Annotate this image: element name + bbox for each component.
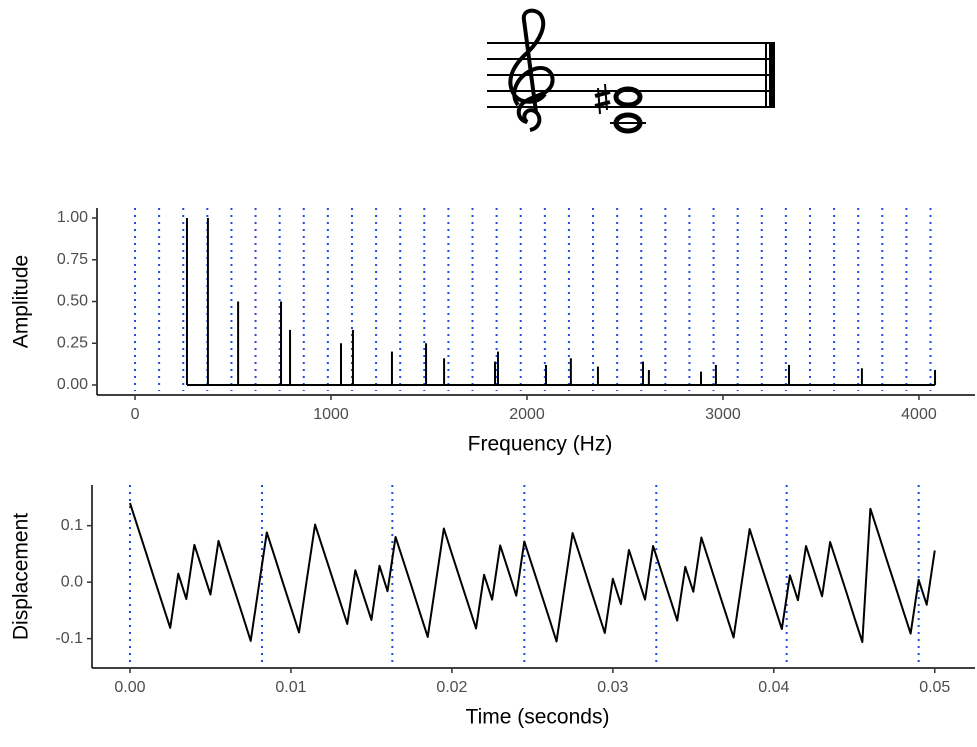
- y-tick-label: 0.1: [61, 517, 83, 534]
- x-tick-label: 2000: [509, 406, 545, 423]
- x-tick-label: 3000: [705, 406, 741, 423]
- x-axis-title: Time (seconds): [466, 706, 610, 729]
- x-tick-label: 0.05: [919, 679, 950, 696]
- sharp-sign: [597, 87, 601, 115]
- note-head: [613, 86, 643, 108]
- sharp-sign: [594, 90, 611, 98]
- x-axis-title: Frequency (Hz): [468, 433, 613, 456]
- x-tick-label: 0.03: [597, 679, 628, 696]
- y-tick-label: 1.00: [57, 209, 88, 226]
- music-staff: [487, 8, 775, 134]
- sharp-sign: [604, 83, 608, 111]
- y-tick-label: 0.50: [57, 293, 88, 310]
- x-tick-label: 1000: [313, 406, 349, 423]
- x-tick-label: 0.04: [758, 679, 789, 696]
- y-axis-title: Displacement: [10, 513, 33, 640]
- y-tick-label: 0.00: [57, 376, 88, 393]
- x-tick-label: 0.01: [275, 679, 306, 696]
- waveform: [129, 502, 936, 644]
- y-axis-title: Amplitude: [10, 255, 33, 348]
- x-tick-label: 0.02: [436, 679, 467, 696]
- y-tick-label: 0.0: [61, 573, 83, 590]
- x-tick-label: 0.00: [114, 679, 145, 696]
- treble-clef: [508, 8, 555, 132]
- x-tick-label: 0: [131, 406, 140, 423]
- y-tick-label: 0.25: [57, 334, 88, 351]
- y-tick-label: -0.1: [55, 630, 83, 647]
- x-tick-label: 4000: [901, 406, 937, 423]
- sharp-sign: [594, 100, 611, 108]
- y-tick-label: 0.75: [57, 251, 88, 268]
